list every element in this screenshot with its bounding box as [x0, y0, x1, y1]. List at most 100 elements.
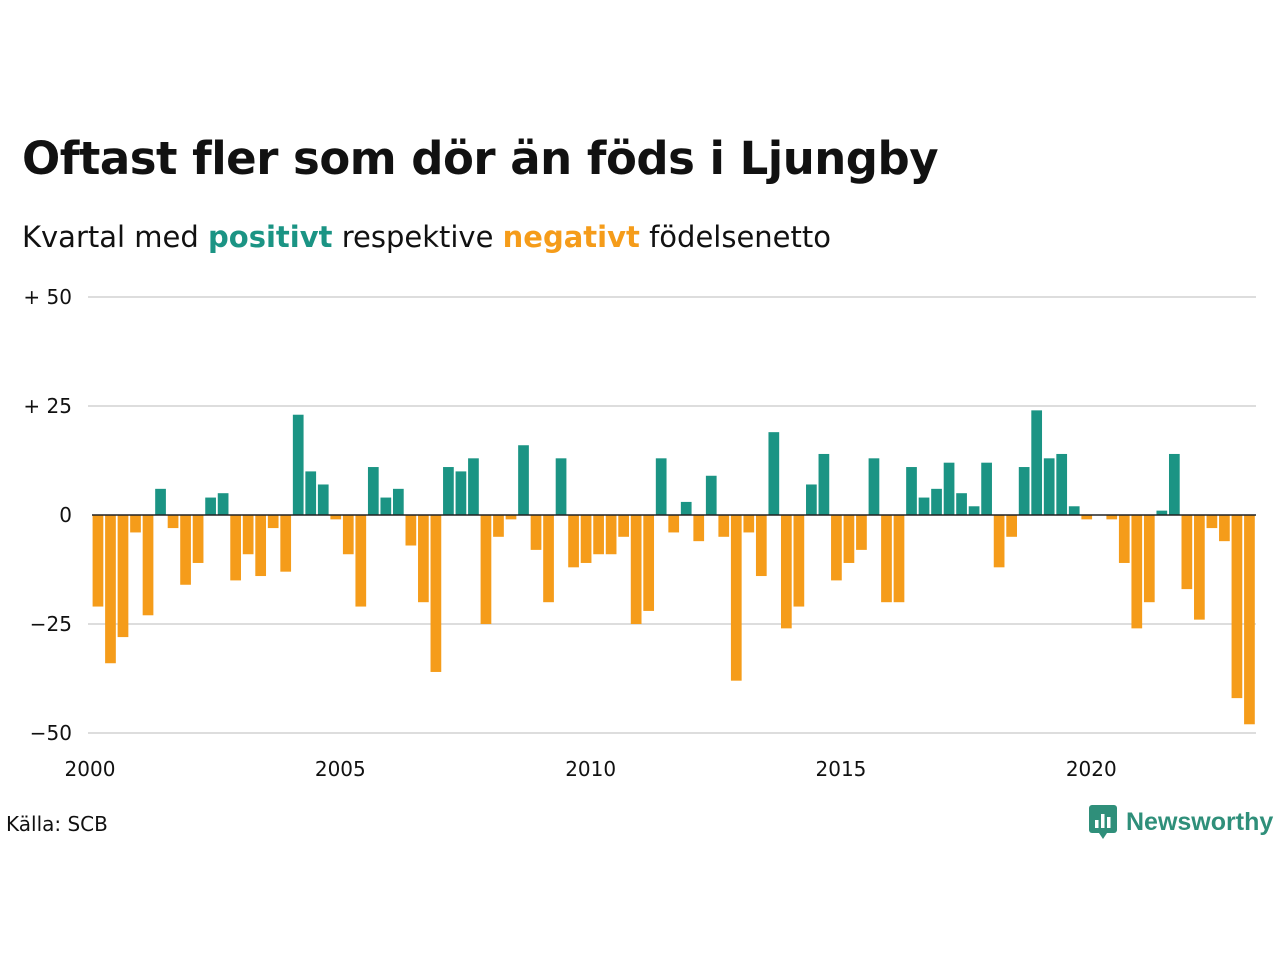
bar	[317, 484, 329, 515]
bar	[430, 515, 442, 672]
bar	[856, 515, 867, 550]
bar	[192, 515, 204, 563]
bar	[655, 458, 667, 515]
bar	[1006, 515, 1017, 537]
bar	[342, 515, 354, 555]
x-tick-label: 2000	[65, 757, 116, 781]
bar	[793, 515, 805, 607]
bar	[255, 515, 267, 577]
y-tick-label: + 50	[23, 285, 72, 309]
bar	[443, 467, 454, 515]
subtitle-negative-word: negativt	[502, 220, 640, 254]
y-axis-ticks: + 50 + 25 0 −25 −50	[23, 285, 72, 745]
bar	[1219, 515, 1230, 542]
subtitle-prefix: Kvartal med	[22, 220, 209, 254]
subtitle-suffix: födelsenetto	[639, 220, 831, 254]
bar	[831, 515, 842, 581]
bars	[92, 410, 1255, 725]
bar	[806, 484, 817, 515]
bar	[906, 467, 917, 515]
bar	[405, 515, 417, 546]
bar	[868, 458, 880, 515]
bar	[993, 515, 1005, 568]
bar	[780, 515, 792, 629]
bar	[1106, 515, 1118, 520]
bar	[555, 458, 567, 515]
bar	[918, 497, 930, 515]
bar	[217, 493, 229, 515]
bar	[755, 515, 767, 577]
bar	[418, 515, 429, 603]
bar	[730, 515, 742, 681]
bar	[843, 515, 855, 563]
bar	[968, 506, 980, 515]
bar	[743, 515, 755, 533]
bar	[668, 515, 680, 533]
bar	[180, 515, 191, 585]
y-tick-label: 0	[59, 503, 72, 527]
x-tick-label: 2020	[1066, 757, 1117, 781]
bar	[155, 488, 166, 515]
bar	[92, 515, 104, 607]
bar	[705, 475, 717, 515]
bar	[105, 515, 116, 664]
bar	[1031, 410, 1043, 515]
bar	[305, 471, 317, 515]
bar	[117, 515, 129, 638]
bar	[943, 462, 955, 515]
bar	[580, 515, 592, 563]
bar	[367, 467, 379, 515]
bar	[1131, 515, 1143, 629]
bar	[630, 515, 642, 624]
bar	[267, 515, 279, 529]
bar	[1068, 506, 1080, 515]
bar	[1168, 453, 1180, 515]
bar	[543, 515, 554, 603]
x-tick-label: 2005	[315, 757, 366, 781]
bar	[1181, 515, 1193, 590]
bar	[643, 515, 655, 611]
x-tick-label: 2010	[565, 757, 616, 781]
bar	[130, 515, 141, 533]
y-tick-label: −50	[30, 721, 72, 745]
bar	[518, 445, 529, 515]
bar	[1118, 515, 1130, 563]
y-tick-label: + 25	[23, 394, 72, 418]
bar	[593, 515, 604, 555]
bar	[680, 501, 692, 515]
bar	[1056, 453, 1068, 515]
bar	[1043, 458, 1055, 515]
bar	[818, 453, 830, 515]
source-note: Källa: SCB	[6, 812, 108, 836]
bar	[568, 515, 579, 568]
bar	[605, 515, 617, 555]
bar	[392, 488, 404, 515]
x-axis-ticks: 2000 2005 2010 2015 2020	[65, 757, 1117, 781]
bar	[280, 515, 292, 572]
bar	[505, 515, 517, 520]
bar	[1143, 515, 1155, 603]
bar	[1156, 510, 1168, 515]
newsworthy-logo-icon	[1089, 805, 1117, 839]
bar	[981, 462, 992, 515]
bar	[718, 515, 730, 537]
bar	[618, 515, 629, 537]
bar-chart: + 50 + 25 0 −25 −50 2000 2005 2010 2015 2020	[23, 285, 1256, 781]
bar	[380, 497, 392, 515]
bar	[1231, 515, 1243, 699]
bar	[956, 493, 967, 515]
bar	[768, 432, 780, 515]
bar	[330, 515, 342, 520]
bar	[1018, 467, 1030, 515]
subtitle-positive-word: positivt	[208, 220, 333, 254]
bar	[292, 414, 304, 515]
bar	[355, 515, 367, 607]
bar	[1206, 515, 1218, 529]
chart-subtitle: Kvartal med positivt respektive negativt…	[22, 220, 831, 254]
bar	[167, 515, 179, 529]
subtitle-middle: respektive	[332, 220, 503, 254]
bar	[530, 515, 542, 550]
newsworthy-logo: Newsworthy	[1088, 804, 1273, 840]
bar	[242, 515, 254, 555]
chart-title: Oftast fler som dör än föds i Ljungby	[22, 132, 939, 185]
